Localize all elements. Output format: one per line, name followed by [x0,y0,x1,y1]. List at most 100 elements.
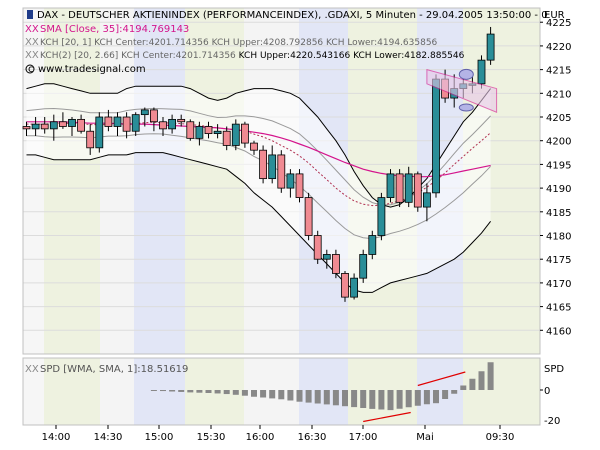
spd-bar [150,390,157,391]
spd-bar [478,371,485,390]
candle-body [59,121,67,127]
spd-bar [187,390,194,393]
candle-body [122,116,131,132]
time-tick-label: 17:00 [349,432,378,443]
spd-axis-title: SPD [544,364,564,375]
price-axis: 4160 4165 4170 4175 4180 4185 4190 4195 4200 4205… [540,18,571,337]
kch2-lower-line [26,152,491,293]
candle-body [368,235,377,255]
price-tick-label: 4175 [546,255,571,266]
price-tick-label: 4210 [546,89,571,100]
background-band [44,8,100,354]
candle-body [268,154,277,180]
time-tick-label: 14:00 [42,432,71,443]
candle-body [341,273,349,298]
candle-body [140,109,149,116]
spd-bar [451,390,458,394]
kch2-marker: XX [25,50,39,61]
candle-body [104,116,113,127]
kch2-legend-a: KCH(2) [20, 2.66] KCH Center:4201.714356 [40,51,239,61]
price-tick-label: 4185 [546,208,571,219]
time-tick-label: 15:30 [197,432,226,443]
spd-bar [169,390,176,392]
background-band [100,8,134,354]
time-tick-label: 14:30 [94,432,123,443]
candle-body [432,78,440,194]
price-tick-label: 4195 [546,160,571,171]
candle-body [277,154,286,189]
candle-body [77,118,85,132]
spd-bar [396,390,403,409]
spd-bar [433,390,439,404]
kch1-marker: XX [25,37,39,48]
spd-bar [241,390,248,396]
kch1-legend: KCH [20, 1] KCH Center:4201.714356 KCH U… [40,38,438,48]
candle-body [86,130,95,149]
website-label: www.tradesignal.com [38,64,146,75]
candle-body [186,121,195,139]
candle-body [286,173,295,189]
spd-background-band [134,358,185,425]
spd-bar [351,390,358,408]
price-tick-label: 4170 [546,279,571,290]
spd-bar [251,390,257,397]
time-tick-label: Mai [416,432,434,443]
trend-wedge [426,68,498,114]
sma-marker: XX [25,24,39,35]
kch2-legend-b: KCH Upper:4220.543166 KCH Lower:4182.885… [239,51,465,61]
candle-body [350,277,359,298]
spd-plot-frame [22,357,541,426]
spd-bar [469,378,476,390]
spd-bar [460,385,467,390]
annotations [426,68,498,114]
spd-bar [232,390,239,395]
candle-body [322,254,331,260]
spd-bar [269,390,276,399]
candle-body [31,123,40,130]
spd-bar [414,390,421,406]
candle-body [240,123,249,144]
candle-body [377,197,386,236]
kch-center-line [26,121,491,207]
background-band [185,8,244,354]
spd-bar [423,390,430,405]
candle-body [395,173,404,203]
spd-bar [405,390,412,408]
spd-bar [223,390,230,395]
candle-body [359,254,368,279]
spd-bar [305,390,312,403]
candle-body [68,118,76,127]
candle-body [131,114,140,132]
spd-bar [360,390,367,408]
main-plot-frame [22,7,541,355]
spd-bar [205,390,212,393]
spd-bar [196,390,203,393]
spd-bar [160,390,166,392]
candle-body [113,116,122,127]
candle-body [422,192,431,208]
time-tick-label: 16:30 [298,432,327,443]
candle-body [49,121,58,130]
spd-marker: XX [25,364,39,375]
spd-trendline-upper [417,371,466,387]
candle-body [159,121,167,130]
price-tick-label: 4200 [546,137,571,148]
kch1-upper-line [26,107,491,206]
candle-body [259,149,268,180]
candle-body [313,235,322,260]
spd-background-band [100,358,134,425]
kch2-upper-line [26,83,491,208]
price-tick-label: 4205 [546,113,571,124]
spd-bar [342,390,348,407]
time-tick-label: 15:00 [145,432,174,443]
candle-body [413,173,422,208]
spd-background-band [23,358,44,425]
candle-body [95,116,104,149]
background-shading [23,8,540,425]
copyright-glyph: c [28,64,34,75]
price-tick-label: 4215 [546,66,571,77]
price-tick-label: 4165 [546,303,571,314]
price-tick-label: 4225 [546,18,571,29]
candle-body [304,197,313,236]
spd-tick-label: -20 [544,416,560,427]
